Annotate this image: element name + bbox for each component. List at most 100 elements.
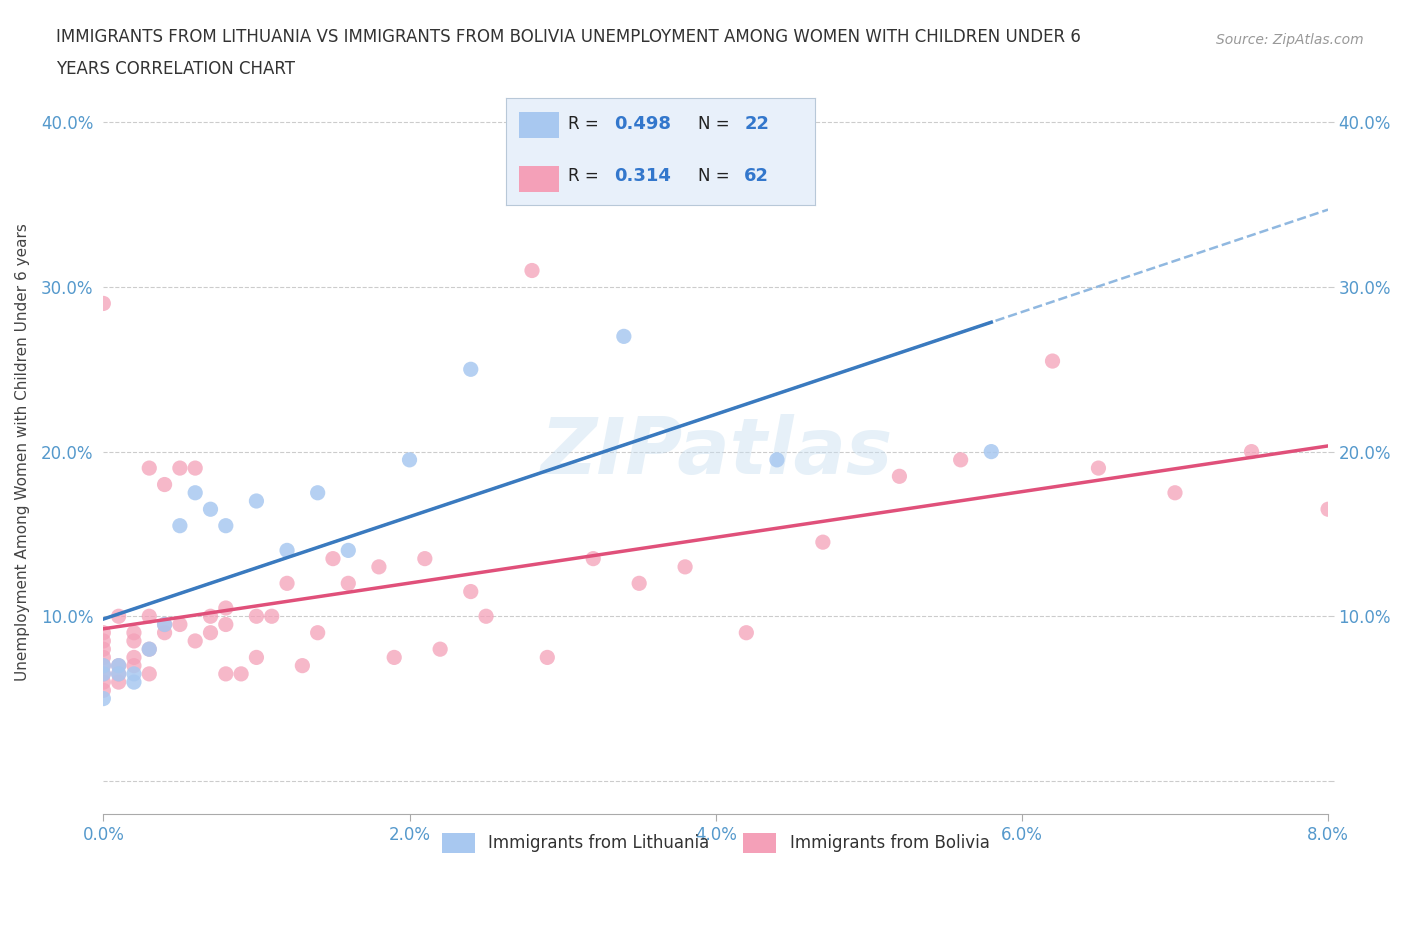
Point <box>184 460 207 475</box>
Point <box>107 609 129 624</box>
Point <box>122 674 145 689</box>
Point <box>766 452 789 467</box>
Text: 0.314: 0.314 <box>614 166 671 185</box>
Point <box>215 601 238 616</box>
Point <box>229 667 252 682</box>
Point <box>122 633 145 648</box>
Text: N =: N = <box>697 166 730 185</box>
Point <box>184 485 207 500</box>
Point <box>215 617 238 631</box>
Point <box>367 560 389 575</box>
Point <box>628 576 651 591</box>
Point <box>91 674 114 689</box>
Point <box>337 543 360 558</box>
Point <box>169 617 191 631</box>
Point <box>811 535 834 550</box>
Text: 22: 22 <box>744 115 769 133</box>
Point <box>245 650 267 665</box>
Point <box>91 683 114 698</box>
Point <box>215 667 238 682</box>
Point <box>153 617 176 631</box>
Point <box>949 452 972 467</box>
Point <box>107 667 129 682</box>
Point <box>107 658 129 673</box>
Text: Source: ZipAtlas.com: Source: ZipAtlas.com <box>1216 33 1364 46</box>
Point <box>122 625 145 640</box>
Point <box>122 658 145 673</box>
Point <box>307 485 329 500</box>
Point <box>107 674 129 689</box>
Bar <box>519 113 560 139</box>
Point <box>122 667 145 682</box>
Point <box>91 625 114 640</box>
Point <box>91 642 114 657</box>
Point <box>153 617 176 631</box>
Point <box>91 658 114 673</box>
Point <box>291 658 314 673</box>
Point <box>153 477 176 492</box>
Point <box>460 362 482 377</box>
Text: 62: 62 <box>744 166 769 185</box>
Point <box>520 263 543 278</box>
Point <box>200 502 222 517</box>
Point <box>91 691 114 706</box>
Point <box>536 650 558 665</box>
Point <box>91 658 114 673</box>
Point <box>1164 485 1187 500</box>
Point <box>382 650 405 665</box>
Point <box>460 584 482 599</box>
Point <box>276 543 298 558</box>
Text: R =: R = <box>568 166 599 185</box>
Point <box>169 518 191 533</box>
Point <box>889 469 911 484</box>
Point <box>200 609 222 624</box>
Point <box>138 642 160 657</box>
Point <box>91 650 114 665</box>
Point <box>184 633 207 648</box>
Point <box>200 625 222 640</box>
Point <box>735 625 758 640</box>
Text: YEARS CORRELATION CHART: YEARS CORRELATION CHART <box>56 60 295 78</box>
Point <box>245 494 267 509</box>
Point <box>413 551 436 566</box>
Point <box>107 667 129 682</box>
Point <box>91 667 114 682</box>
Point <box>91 633 114 648</box>
Text: N =: N = <box>697 115 730 133</box>
Text: IMMIGRANTS FROM LITHUANIA VS IMMIGRANTS FROM BOLIVIA UNEMPLOYMENT AMONG WOMEN WI: IMMIGRANTS FROM LITHUANIA VS IMMIGRANTS … <box>56 28 1081 46</box>
Point <box>276 576 298 591</box>
Point <box>215 518 238 533</box>
Point <box>337 576 360 591</box>
Point <box>138 609 160 624</box>
Point <box>613 329 636 344</box>
Point <box>307 625 329 640</box>
Point <box>138 642 160 657</box>
Point <box>153 625 176 640</box>
Point <box>475 609 498 624</box>
Y-axis label: Unemployment Among Women with Children Under 6 years: Unemployment Among Women with Children U… <box>15 222 30 681</box>
Point <box>138 460 160 475</box>
Point <box>91 667 114 682</box>
Point <box>122 650 145 665</box>
Point <box>398 452 420 467</box>
Point <box>107 658 129 673</box>
Point <box>429 642 451 657</box>
Legend: Immigrants from Lithuania, Immigrants from Bolivia: Immigrants from Lithuania, Immigrants fr… <box>434 826 997 860</box>
Point <box>91 296 114 311</box>
Point <box>673 560 696 575</box>
Point <box>260 609 283 624</box>
Point <box>245 609 267 624</box>
Point <box>322 551 344 566</box>
Point <box>1042 353 1064 368</box>
Point <box>1317 502 1340 517</box>
Point <box>138 667 160 682</box>
Text: ZIPatlas: ZIPatlas <box>540 414 891 489</box>
Text: 0.498: 0.498 <box>614 115 672 133</box>
Point <box>1087 460 1109 475</box>
Point <box>980 445 1002 459</box>
Point <box>169 460 191 475</box>
Text: R =: R = <box>568 115 599 133</box>
Point <box>582 551 605 566</box>
Bar <box>519 166 560 192</box>
Point <box>1240 445 1263 459</box>
